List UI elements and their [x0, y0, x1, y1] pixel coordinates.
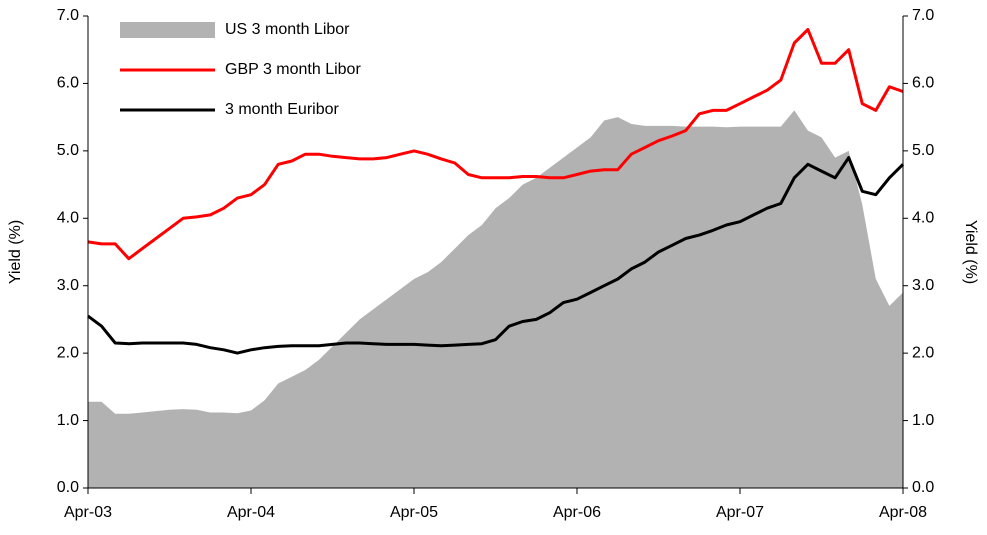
x-tick-label: Apr-03: [64, 504, 112, 521]
y-tick-label: 2.0: [57, 344, 79, 361]
line: [87, 28, 904, 261]
y-tick-label: 4.0: [57, 210, 79, 227]
legend-label: GBP 3 month Libor: [225, 61, 361, 78]
y2-tick-label: 4.0: [912, 210, 934, 227]
y-tick-label: 0.0: [57, 479, 79, 496]
x-tick-label: Apr-07: [716, 504, 764, 521]
y2-tick-label: 6.0: [912, 75, 934, 92]
y-tick-label: 1.0: [57, 412, 79, 429]
y-tick-label: 5.0: [57, 142, 79, 159]
y-tick-label: 7.0: [57, 7, 79, 24]
y-tick-label: 3.0: [57, 277, 79, 294]
x-tick-label: Apr-05: [390, 504, 438, 521]
y-tick-label: 6.0: [57, 75, 79, 92]
area: [88, 110, 903, 489]
y2-tick-label: 2.0: [912, 344, 934, 361]
line: [87, 156, 905, 355]
y2-tick-label: 1.0: [912, 412, 934, 429]
legend-swatch: [120, 22, 215, 38]
x-tick-label: Apr-08: [879, 504, 927, 521]
y2-tick-label: 5.0: [912, 142, 934, 159]
legend-label: 3 month Euribor: [225, 101, 340, 118]
y2-tick-label: 3.0: [912, 277, 934, 294]
x-tick-label: Apr-04: [227, 504, 275, 521]
y2-axis-label: Yield (%): [962, 220, 979, 284]
x-tick-label: Apr-06: [553, 504, 601, 521]
legend-label: US 3 month Libor: [225, 21, 350, 38]
y-axis-label: Yield (%): [7, 220, 24, 284]
y2-tick-label: 7.0: [912, 7, 934, 24]
y2-tick-label: 0.0: [912, 479, 934, 496]
